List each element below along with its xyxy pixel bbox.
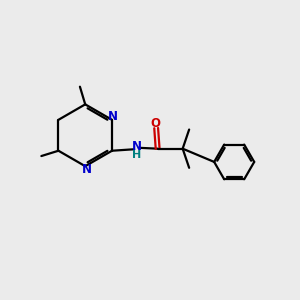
Text: H: H <box>132 150 141 160</box>
Text: N: N <box>81 163 92 176</box>
Text: N: N <box>108 110 118 123</box>
Text: N: N <box>131 140 141 153</box>
Text: O: O <box>151 117 160 130</box>
